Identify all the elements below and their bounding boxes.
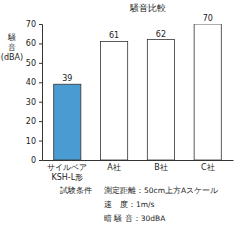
annotation: 測定距離：50cm上方Aスケール [104, 186, 218, 195]
y-tick-label: 30 [26, 98, 36, 107]
title: 騒音比較 [129, 3, 166, 13]
y-tick-mark [39, 141, 42, 142]
x-tick: C社 [201, 160, 215, 172]
y-tick-mark [39, 160, 42, 161]
bars [54, 24, 222, 160]
x-tick-label: B社 [154, 163, 168, 172]
annotation-title: 試験条件 [60, 186, 92, 195]
x-tick: サイルベアKSH-L形 [47, 160, 87, 182]
x-tick-label: サイルベアKSH-L形 [47, 163, 87, 182]
y-tick: 10 [26, 137, 42, 146]
x-tick-label: C社 [201, 163, 215, 172]
y-tick: 50 [26, 59, 42, 68]
y-tick: 0 [31, 156, 42, 165]
bar [101, 41, 128, 160]
x-axis: サイルベアKSH-L形 A社 B社 C社 [43, 160, 234, 182]
y-tick-label: 40 [26, 78, 36, 87]
y-tick-mark [39, 82, 42, 83]
data-label: 61 [109, 31, 119, 40]
y-tick-label: 0 [31, 156, 36, 165]
x-tick: B社 [154, 160, 168, 172]
bar [194, 24, 221, 160]
y-tick: 40 [26, 78, 42, 87]
y-tick: 70 [26, 20, 42, 29]
y-tick-label: 70 [26, 20, 36, 29]
y-tick-mark [39, 121, 42, 122]
y-tick-mark [39, 43, 42, 44]
bar [54, 84, 81, 160]
y-tick-mark [39, 102, 42, 103]
y-tick-mark [39, 24, 42, 25]
data-label: 39 [62, 74, 72, 83]
y-tick-mark [39, 63, 42, 64]
y-tick: 60 [26, 39, 42, 48]
annotation: 暗 騒 音：30dBA [104, 214, 166, 223]
y-axis: 0 10 20 30 40 50 60 70 [26, 20, 43, 165]
chart: 騒音比較 0 10 20 30 40 50 60 70 サイルベアKSH-L形 A社 B社 C社 騒音(d… [0, 0, 241, 236]
y-tick: 30 [26, 98, 42, 107]
data-label: 70 [203, 14, 213, 23]
bar [147, 40, 174, 160]
x-axis-line [43, 160, 234, 161]
data-label: 62 [156, 30, 166, 39]
y-tick-label: 10 [26, 137, 36, 146]
x-tick-label: A社 [107, 163, 120, 172]
y-tick-label: 50 [26, 59, 36, 68]
x-tick: A社 [107, 160, 120, 172]
y-axis-title: 騒音(dBA) [1, 33, 23, 62]
annotation: 速 度：1m/s [104, 200, 155, 209]
y-axis-line [39, 25, 43, 161]
data-labels: 39 61 62 70 [62, 14, 213, 83]
y-tick-label: 60 [26, 39, 36, 48]
y-tick: 20 [26, 117, 42, 126]
annotations: 試験条件 測定距離：50cm上方Aスケール速 度：1m/s 暗 騒 音：30dBA [60, 186, 218, 223]
y-tick-label: 20 [26, 117, 36, 126]
